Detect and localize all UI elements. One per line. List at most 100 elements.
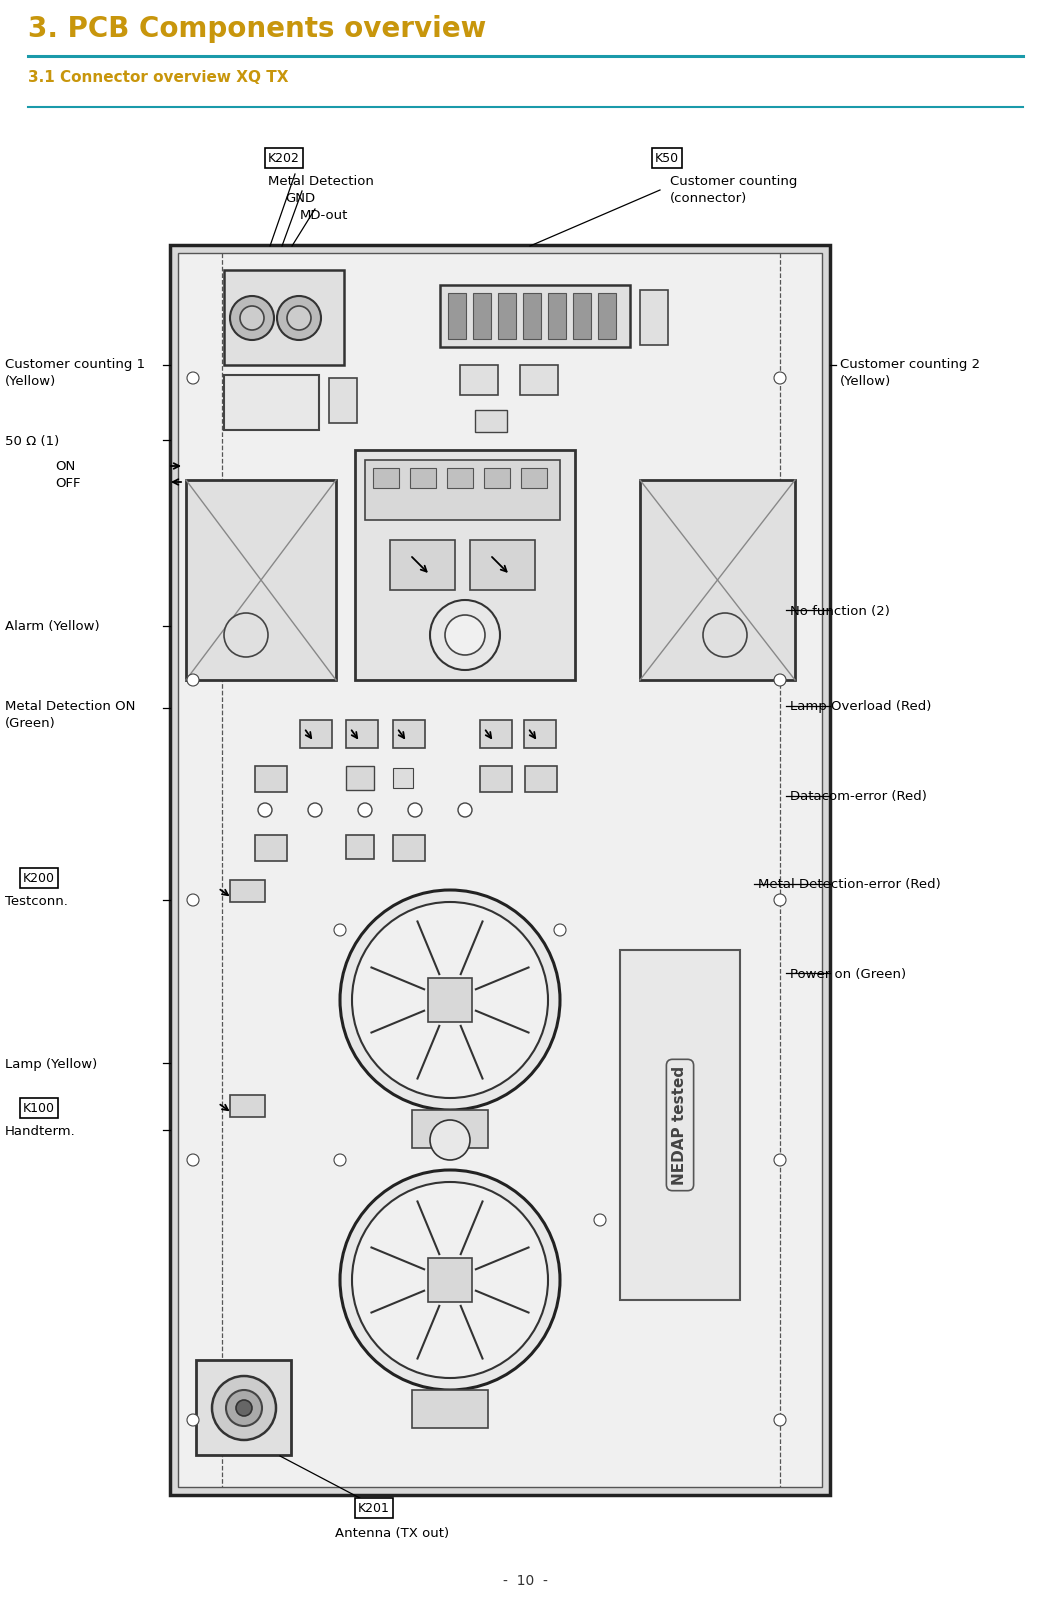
Text: Lamp (Yellow): Lamp (Yellow) (5, 1059, 98, 1071)
Bar (470, 541, 535, 590)
Bar (346, 767, 374, 791)
Circle shape (430, 1120, 470, 1160)
Bar (329, 379, 357, 423)
Bar (393, 768, 413, 788)
Text: MD-out: MD-out (300, 209, 348, 221)
Circle shape (774, 1415, 786, 1426)
Text: Metal Detection-error (Red): Metal Detection-error (Red) (758, 877, 941, 890)
Bar (526, 767, 557, 792)
Bar (524, 720, 556, 747)
Circle shape (341, 890, 560, 1110)
Bar (548, 294, 566, 338)
Bar (393, 836, 425, 861)
Bar (170, 245, 830, 1495)
Text: Customer counting 2: Customer counting 2 (840, 358, 981, 371)
Text: 3.1 Connector overview XQ TX: 3.1 Connector overview XQ TX (28, 71, 289, 85)
Text: No function (2): No function (2) (790, 605, 890, 618)
Circle shape (187, 674, 199, 687)
Text: Testconn.: Testconn. (5, 895, 68, 908)
Bar (523, 294, 541, 338)
Bar (640, 290, 668, 345)
Text: (Green): (Green) (5, 717, 56, 730)
Bar (480, 767, 512, 792)
Circle shape (358, 804, 372, 816)
Text: Antenna (TX out): Antenna (TX out) (335, 1527, 449, 1540)
Bar (224, 269, 344, 366)
Text: Metal Detection ON: Metal Detection ON (5, 699, 136, 714)
Text: Metal Detection: Metal Detection (268, 175, 374, 188)
Bar (640, 480, 795, 680)
Text: -  10  -: - 10 - (503, 1574, 548, 1588)
Circle shape (352, 901, 548, 1099)
Bar (473, 294, 491, 338)
Text: (Yellow): (Yellow) (840, 375, 891, 388)
Circle shape (408, 804, 423, 816)
Bar (485, 468, 510, 488)
Text: K201: K201 (358, 1501, 390, 1514)
Circle shape (224, 613, 268, 658)
Circle shape (334, 924, 346, 937)
Circle shape (308, 804, 322, 816)
Bar (412, 1391, 488, 1428)
Bar (178, 253, 822, 1487)
Bar (428, 978, 472, 1022)
Bar (428, 1258, 472, 1302)
Circle shape (240, 306, 264, 330)
Text: Power on (Green): Power on (Green) (790, 967, 906, 982)
Bar (521, 468, 547, 488)
Circle shape (230, 297, 274, 340)
Bar (300, 720, 332, 747)
Bar (186, 480, 336, 680)
Bar (573, 294, 591, 338)
Bar (410, 468, 436, 488)
Bar (520, 366, 558, 395)
Bar (475, 411, 507, 431)
Text: K202: K202 (268, 151, 300, 165)
Bar (447, 468, 473, 488)
Text: NEDAP tested: NEDAP tested (673, 1065, 687, 1185)
Text: Handterm.: Handterm. (5, 1124, 76, 1137)
Circle shape (594, 1214, 606, 1225)
Bar (255, 836, 287, 861)
Bar (355, 451, 575, 680)
Bar (393, 720, 425, 747)
Text: Lamp Overload (Red): Lamp Overload (Red) (790, 699, 931, 714)
Text: 50 Ω (1): 50 Ω (1) (5, 435, 59, 448)
Circle shape (287, 306, 311, 330)
Bar (346, 720, 378, 747)
Circle shape (277, 297, 321, 340)
Circle shape (341, 1169, 560, 1391)
Text: (connector): (connector) (669, 192, 747, 205)
Text: K50: K50 (655, 151, 679, 165)
Bar (390, 541, 455, 590)
Circle shape (212, 1376, 276, 1440)
Circle shape (226, 1391, 262, 1426)
Text: 3. PCB Components overview: 3. PCB Components overview (28, 14, 487, 43)
Bar (480, 720, 512, 747)
Bar (412, 1110, 488, 1148)
Circle shape (458, 804, 472, 816)
Bar (230, 881, 265, 901)
Bar (448, 294, 466, 338)
Bar (255, 767, 287, 792)
Text: Datacom-error (Red): Datacom-error (Red) (790, 791, 927, 804)
Text: OFF: OFF (55, 476, 81, 489)
Bar (460, 366, 498, 395)
Circle shape (352, 1182, 548, 1378)
Circle shape (774, 893, 786, 906)
Bar (373, 468, 399, 488)
Text: ON: ON (55, 460, 76, 473)
Circle shape (445, 614, 485, 654)
Circle shape (334, 1153, 346, 1166)
Bar (498, 294, 516, 338)
Circle shape (554, 924, 566, 937)
Text: Alarm (Yellow): Alarm (Yellow) (5, 621, 100, 634)
Circle shape (257, 804, 272, 816)
Bar (195, 1360, 291, 1455)
Bar (440, 286, 630, 346)
Bar (224, 375, 320, 430)
Circle shape (187, 893, 199, 906)
Bar (620, 950, 740, 1299)
Circle shape (187, 1415, 199, 1426)
Circle shape (774, 674, 786, 687)
